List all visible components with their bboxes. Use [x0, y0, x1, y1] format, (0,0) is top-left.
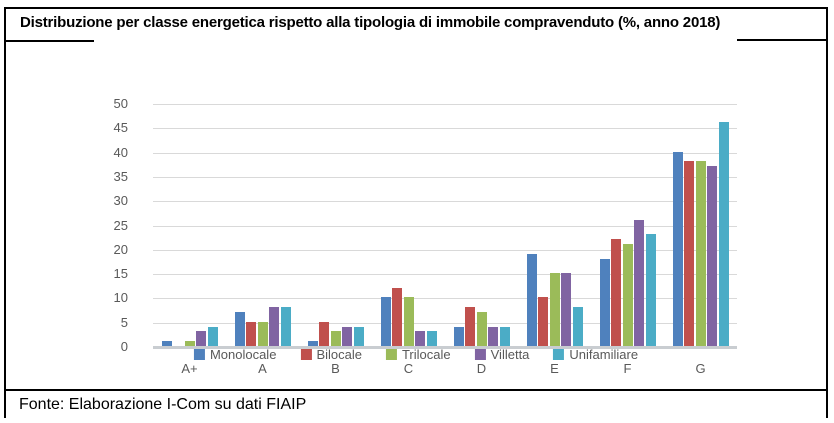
x-axis-line	[153, 346, 737, 349]
y-tick-label-0: 0	[120, 339, 128, 354]
legend-swatch-icon	[553, 349, 565, 360]
y-tick-label-30: 30	[113, 193, 128, 209]
bar-unifamiliare-f	[645, 234, 656, 346]
bar-villetta-a+	[196, 331, 206, 346]
bar-trilocale-e	[549, 273, 560, 346]
legend-swatch-icon	[300, 349, 312, 360]
bar-bilocale-a	[246, 321, 256, 346]
x-category-label-b: B	[331, 361, 340, 376]
legend-item-unifamiliare: Unifamiliare	[553, 347, 638, 362]
bar-villetta-a	[269, 307, 279, 346]
y-tick-label-20: 20	[113, 241, 128, 257]
bar-bilocale-f	[611, 239, 621, 346]
bar-villetta-b	[342, 326, 352, 346]
legend-label: Villetta	[490, 347, 530, 362]
bar-monolocale-f	[599, 258, 610, 346]
title-underline-left-segment	[6, 40, 94, 42]
x-category-label-g: G	[695, 361, 706, 376]
bar-villetta-c	[415, 331, 425, 346]
bar-trilocale-c	[403, 297, 414, 346]
legend-label: Unifamiliare	[569, 347, 639, 362]
legend-item-trilocale: Trilocale	[385, 347, 451, 362]
source-note: Fonte: Elaborazione I-Com su dati FIAIP	[19, 396, 307, 413]
bar-villetta-d	[488, 326, 498, 346]
y-tick-label-35: 35	[113, 168, 128, 184]
gridline-25	[153, 225, 737, 227]
bar-unifamiliare-c	[426, 331, 437, 346]
bar-trilocale-d	[476, 311, 487, 346]
bar-unifamiliare-a+	[207, 326, 218, 346]
bar-trilocale-b	[330, 331, 341, 346]
x-category-label-f: F	[623, 361, 632, 376]
bar-trilocale-g	[695, 161, 706, 346]
bar-bilocale-e	[538, 297, 548, 346]
bar-monolocale-d	[453, 326, 464, 346]
y-tick-label-40: 40	[113, 144, 128, 160]
bar-unifamiliare-g	[718, 122, 729, 346]
bar-villetta-f	[634, 219, 644, 346]
legend-item-bilocale: Bilocale	[300, 347, 362, 362]
bar-monolocale-g	[672, 151, 683, 346]
x-category-label-a: A	[258, 361, 267, 376]
y-tick-label-15: 15	[113, 266, 128, 282]
legend-label: Trilocale	[401, 347, 451, 362]
x-category-label-e: E	[550, 361, 559, 376]
x-category-label-c: C	[403, 361, 414, 376]
chart-frame: Distribuzione per classe energetica risp…	[4, 7, 828, 418]
legend-swatch-icon	[474, 349, 486, 360]
chart-title: Distribuzione per classe energetica risp…	[20, 14, 721, 31]
gridline-15	[153, 274, 737, 276]
legend-item-villetta: Villetta	[474, 347, 530, 362]
bar-monolocale-e	[526, 253, 537, 346]
bar-unifamiliare-a	[280, 307, 291, 346]
y-tick-label-5: 5	[120, 314, 128, 330]
y-tick-label-25: 25	[113, 217, 128, 233]
bar-villetta-g	[707, 166, 717, 346]
title-underline-right-segment	[737, 39, 826, 41]
legend-swatch-icon	[385, 349, 397, 360]
plot-area	[153, 104, 737, 349]
legend-swatch-icon	[193, 349, 205, 360]
bar-bilocale-b	[319, 321, 329, 346]
y-tick-label-10: 10	[113, 290, 128, 306]
bar-unifamiliare-d	[499, 326, 510, 346]
legend-label: Bilocale	[316, 347, 362, 362]
gridline-30	[153, 201, 737, 203]
gridline-40	[153, 152, 737, 154]
bar-monolocale-a+	[161, 341, 172, 346]
bar-trilocale-a	[257, 321, 268, 346]
bar-trilocale-f	[622, 243, 633, 346]
x-category-label-a+: A+	[181, 361, 198, 376]
gridline-10	[153, 298, 737, 300]
gridline-50	[153, 104, 737, 105]
bar-monolocale-a	[234, 311, 245, 346]
bar-unifamiliare-e	[572, 307, 583, 346]
x-category-label-d: D	[476, 361, 487, 376]
y-tick-label-50: 50	[113, 96, 128, 111]
gridline-35	[153, 176, 737, 178]
bar-villetta-e	[561, 273, 571, 346]
bar-unifamiliare-b	[353, 326, 364, 346]
chart-legend: Monolocale Bilocale Trilocale Villetta Unifa…	[182, 347, 650, 362]
legend-item-monolocale: Monolocale	[193, 347, 277, 362]
bar-bilocale-g	[684, 161, 694, 346]
y-tick-label-45: 45	[113, 120, 128, 136]
bar-bilocale-c	[392, 287, 402, 346]
bar-monolocale-c	[380, 297, 391, 346]
source-note-bar: Fonte: Elaborazione I-Com su dati FIAIP	[6, 389, 826, 418]
gridline-45	[153, 128, 737, 130]
bar-monolocale-b	[307, 341, 318, 346]
gridline-20	[153, 249, 737, 251]
legend-label: Monolocale	[209, 347, 277, 362]
bar-bilocale-d	[465, 307, 475, 346]
gridline-5	[153, 322, 737, 324]
bar-trilocale-a+	[184, 341, 195, 346]
